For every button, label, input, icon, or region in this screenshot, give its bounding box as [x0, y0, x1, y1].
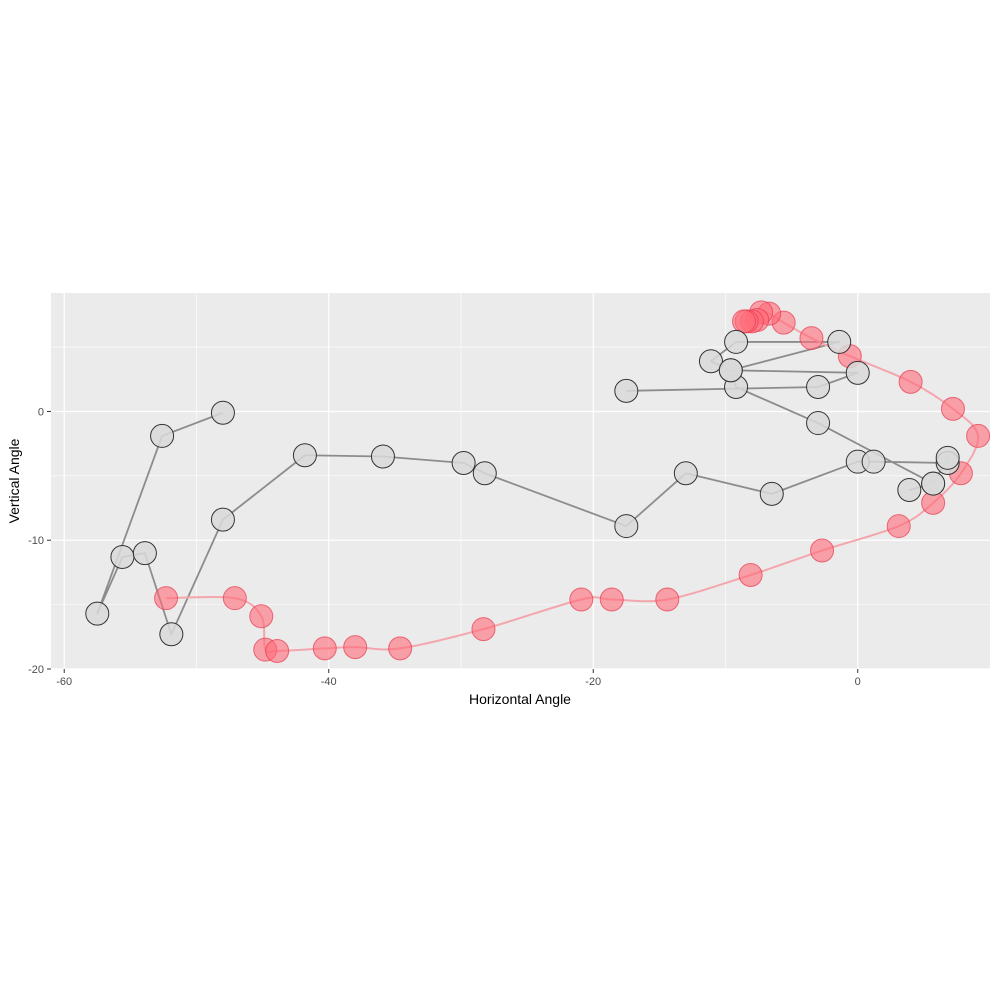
red-data-point: [569, 587, 594, 612]
gray-data-point: [292, 443, 317, 468]
gray-data-point: [110, 544, 135, 569]
gray-data-point: [370, 444, 395, 469]
y-tick-label: -10: [28, 535, 44, 547]
gray-data-point: [935, 445, 960, 470]
gray-data-point: [150, 423, 175, 448]
red-data-point: [738, 563, 763, 587]
red-data-point: [655, 587, 680, 612]
gray-data-point: [132, 541, 157, 566]
red-data-point: [966, 423, 991, 448]
x-tick-label: -20: [585, 676, 601, 688]
red-data-point: [940, 396, 965, 421]
gray-data-point: [614, 378, 639, 403]
gray-data-point: [451, 450, 476, 475]
red-data-point: [898, 369, 923, 394]
gray-data-point: [724, 329, 749, 354]
gray-data-point: [673, 461, 698, 486]
red-data-point: [249, 604, 274, 629]
red-data-point: [222, 586, 247, 611]
x-tick-label: -40: [321, 676, 337, 688]
gray-data-point: [861, 449, 886, 474]
axes: -60 -40 -20 0 -20 -10 0: [28, 406, 861, 688]
x-tick-label: -60: [56, 676, 72, 688]
gray-data-point: [759, 481, 784, 506]
y-axis-title: Vertical Angle: [6, 438, 22, 523]
red-data-point: [886, 514, 911, 539]
gray-data-point: [85, 601, 110, 626]
red-data-point: [599, 587, 624, 612]
gray-data-point: [210, 507, 235, 532]
panel-rect: [51, 293, 990, 669]
red-data-point: [388, 636, 413, 661]
red-data-point: [343, 635, 368, 660]
series-points: [85, 300, 991, 663]
x-axis-title: Horizontal Angle: [469, 691, 571, 707]
red-data-point: [799, 326, 824, 351]
y-tick-label: 0: [38, 406, 44, 418]
gray-data-point: [806, 375, 831, 399]
gray-data-point: [845, 360, 870, 385]
gray-data-point: [718, 358, 743, 383]
plot-panel: [51, 293, 990, 669]
gray-data-point: [698, 349, 723, 374]
x-tick-label: 0: [855, 676, 861, 688]
gray-data-point: [210, 400, 235, 425]
red-data-point: [154, 586, 179, 611]
gray-data-point: [827, 329, 852, 354]
gray-data-point: [806, 411, 831, 436]
gray-data-point: [472, 461, 497, 486]
red-data-point: [810, 538, 835, 563]
red-data-point: [471, 617, 496, 642]
gridlines: [51, 293, 990, 670]
gray-data-point: [614, 514, 639, 539]
red-data-point: [265, 638, 290, 663]
red-data-point: [312, 636, 337, 661]
red-data-point: [732, 309, 757, 334]
gray-data-point: [897, 478, 922, 503]
y-tick-label: -20: [28, 664, 44, 676]
gray-data-point: [159, 622, 184, 647]
gray-data-point: [921, 471, 946, 496]
